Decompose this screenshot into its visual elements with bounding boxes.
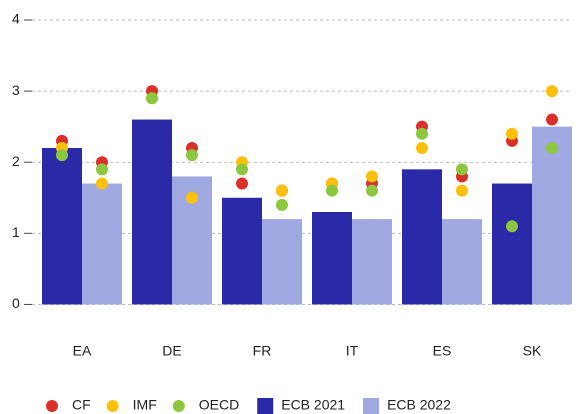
bar [312,212,352,305]
dot [96,163,108,176]
dot [276,184,288,197]
legend-label: OECD [199,397,239,413]
x-tick-label: ES [433,343,452,359]
y-tick-label: 0 [12,295,20,311]
dot [236,177,248,190]
x-tick-label: IT [346,343,359,359]
x-tick-label: FR [253,343,272,359]
dot [96,177,108,190]
bar [402,169,442,305]
bar [532,126,572,305]
dot [326,184,338,197]
legend-marker [363,398,380,414]
dot [546,113,558,126]
dot [416,127,428,140]
dot [146,92,158,105]
dot [366,170,378,183]
legend-label: IMF [133,397,157,413]
dot [366,184,378,197]
bar [492,183,532,305]
legend-marker [106,400,119,412]
dot [506,220,518,233]
legend-label: ECB 2022 [387,397,451,413]
legend-label: CF [72,397,91,413]
x-tick-label: EA [73,343,92,359]
dot [276,198,288,211]
y-tick-label: 4 [12,11,20,27]
dot [186,149,198,162]
dot [546,142,558,154]
dot [546,85,558,98]
legend-label: ECB 2021 [281,397,345,413]
y-tick-label: 1 [12,224,20,240]
x-tick-label: DE [162,343,181,359]
y-tick-label: 2 [12,153,20,169]
dot [416,142,428,154]
y-tick-label: 3 [12,82,20,98]
legend-marker [46,400,58,412]
bar [222,197,262,305]
legend-marker [257,398,274,414]
dot [456,184,468,197]
dot [56,149,68,162]
dot [236,163,248,176]
bar [442,219,482,305]
bar [132,119,172,305]
dot [506,127,518,140]
bar [42,148,82,305]
bar [352,219,392,305]
legend-marker [172,400,185,412]
bar [262,219,302,305]
x-tick-label: SK [523,343,542,359]
dot [456,163,468,176]
bar [82,183,122,305]
dot [186,191,198,204]
